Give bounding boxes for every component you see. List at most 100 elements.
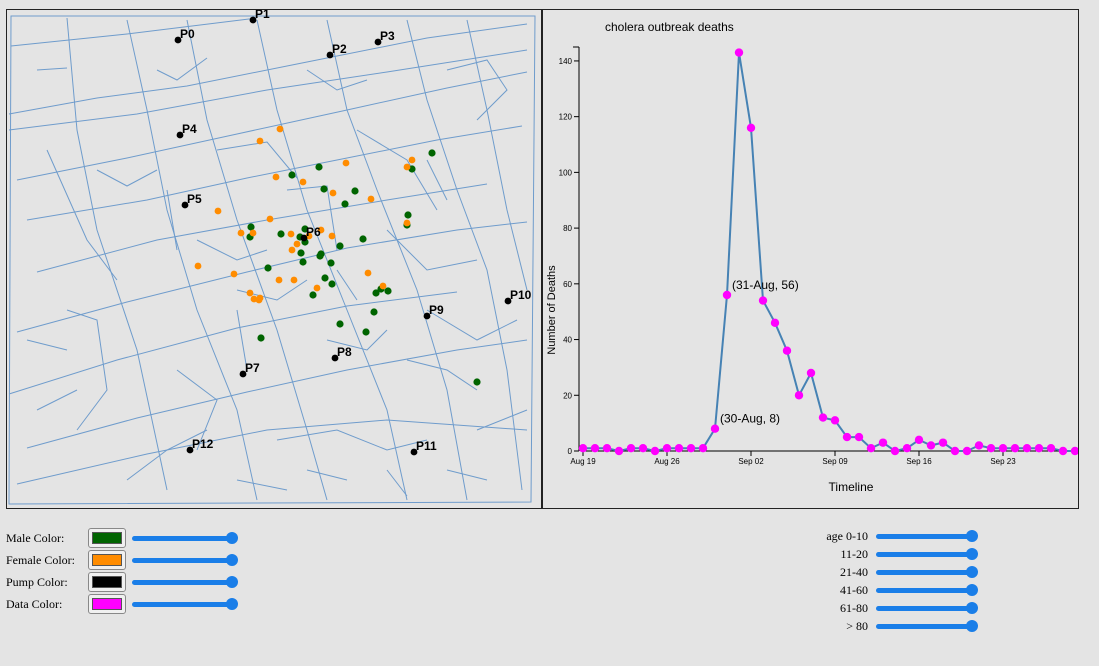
- data-point[interactable]: [926, 441, 936, 450]
- age-over-80-slider[interactable]: [876, 619, 978, 633]
- female-death-marker: [272, 173, 280, 181]
- data-point[interactable]: [938, 438, 948, 447]
- age-41-60-slider[interactable]: [876, 583, 978, 597]
- male-death-marker: [277, 230, 285, 238]
- data-point[interactable]: [614, 446, 624, 456]
- pump-marker[interactable]: [300, 234, 308, 242]
- female-death-marker: [403, 219, 411, 227]
- data-point[interactable]: [1058, 446, 1068, 456]
- age-11-20-slider-thumb[interactable]: [966, 548, 978, 560]
- street-map[interactable]: P0 P1 P2 P3 P4 P5 P6 P7 P8 P9 P10 P11 P12: [7, 7, 541, 508]
- pump-marker[interactable]: [423, 312, 431, 320]
- female-death-marker: [293, 240, 301, 248]
- female-opacity-slider[interactable]: [132, 553, 238, 567]
- age-41-60-slider-thumb[interactable]: [966, 584, 978, 596]
- data-point[interactable]: [902, 444, 912, 453]
- pump-marker[interactable]: [331, 354, 339, 362]
- data-point[interactable]: [602, 444, 612, 453]
- age-over-80-slider-thumb[interactable]: [966, 620, 978, 632]
- age-61-80-slider[interactable]: [876, 601, 978, 615]
- pump-marker[interactable]: [504, 297, 512, 305]
- pump-opacity-slider[interactable]: [132, 575, 238, 589]
- age-filter-21-40: 21-40: [814, 563, 978, 581]
- pump-marker[interactable]: [410, 448, 418, 456]
- data-point[interactable]: [986, 444, 996, 453]
- data-point[interactable]: [998, 444, 1008, 453]
- data-opacity-slider[interactable]: [132, 597, 238, 611]
- female-opacity-slider-thumb[interactable]: [226, 554, 238, 566]
- data-point[interactable]: [950, 446, 960, 456]
- male-death-marker: [336, 242, 344, 250]
- data-point[interactable]: [1022, 444, 1032, 453]
- female-death-marker: [313, 284, 321, 292]
- data-point[interactable]: [650, 446, 660, 456]
- data-point[interactable]: [638, 444, 648, 453]
- pump-color-label: Pump Color:: [6, 574, 68, 589]
- male-opacity-slider[interactable]: [132, 531, 238, 545]
- data-point[interactable]: [878, 438, 888, 447]
- data-point[interactable]: [710, 424, 720, 433]
- male-color-picker[interactable]: [88, 528, 126, 548]
- pump-marker[interactable]: [174, 36, 182, 44]
- data-point[interactable]: [722, 290, 732, 300]
- data-point[interactable]: [674, 444, 684, 453]
- data-point[interactable]: [830, 416, 840, 425]
- female-death-marker: [329, 189, 337, 197]
- pump-marker[interactable]: [374, 38, 382, 46]
- age-filter-61-80: 61-80: [814, 599, 978, 617]
- data-point[interactable]: [782, 346, 792, 355]
- male-death-marker: [341, 200, 349, 208]
- male-death-marker: [362, 328, 370, 336]
- data-point[interactable]: [770, 318, 780, 328]
- age-0-10-slider-thumb[interactable]: [966, 530, 978, 542]
- data-point[interactable]: [578, 444, 588, 453]
- y-tick-label: 60: [563, 280, 572, 289]
- age-21-40-slider-thumb[interactable]: [966, 566, 978, 578]
- data-point[interactable]: [590, 444, 600, 453]
- data-point[interactable]: [854, 432, 864, 442]
- female-death-marker: [403, 163, 411, 171]
- data-point[interactable]: [734, 48, 744, 57]
- data-point[interactable]: [890, 446, 900, 456]
- pump-marker[interactable]: [249, 16, 257, 24]
- age-61-80-slider-thumb[interactable]: [966, 602, 978, 614]
- data-point[interactable]: [914, 435, 924, 445]
- pump-opacity-slider-thumb[interactable]: [226, 576, 238, 588]
- data-point[interactable]: [794, 391, 804, 400]
- data-point[interactable]: [746, 123, 756, 132]
- pump-marker[interactable]: [186, 446, 194, 454]
- data-point[interactable]: [962, 446, 972, 456]
- female-death-marker: [246, 289, 254, 297]
- x-tick-label: Sep 16: [906, 457, 932, 466]
- pump-marker[interactable]: [239, 370, 247, 378]
- female-death-marker: [328, 232, 336, 240]
- age-0-10-slider[interactable]: [876, 529, 978, 543]
- data-point[interactable]: [1070, 446, 1080, 456]
- data-point[interactable]: [974, 441, 984, 450]
- y-tick-label: 140: [559, 57, 573, 66]
- female-color-picker[interactable]: [88, 550, 126, 570]
- age-21-40-slider[interactable]: [876, 565, 978, 579]
- data-point[interactable]: [806, 368, 816, 378]
- data-point[interactable]: [1034, 444, 1044, 453]
- data-point[interactable]: [1046, 444, 1056, 453]
- data-point[interactable]: [626, 444, 636, 453]
- data-point[interactable]: [662, 444, 672, 453]
- data-opacity-slider-thumb[interactable]: [226, 598, 238, 610]
- data-point[interactable]: [818, 413, 828, 422]
- data-point[interactable]: [866, 444, 876, 453]
- pump-marker[interactable]: [176, 131, 184, 139]
- data-point[interactable]: [758, 296, 768, 305]
- pump-marker[interactable]: [326, 51, 334, 59]
- pump-marker[interactable]: [181, 201, 189, 209]
- pump-color-picker[interactable]: [88, 572, 126, 592]
- pump-color-control: Pump Color:: [6, 571, 238, 593]
- data-point[interactable]: [842, 432, 852, 442]
- male-opacity-slider-thumb[interactable]: [226, 532, 238, 544]
- female-color-label: Female Color:: [6, 552, 75, 567]
- data-point[interactable]: [698, 444, 708, 453]
- age-11-20-slider[interactable]: [876, 547, 978, 561]
- data-point[interactable]: [686, 444, 696, 453]
- data-color-picker[interactable]: [88, 594, 126, 614]
- data-point[interactable]: [1010, 444, 1020, 453]
